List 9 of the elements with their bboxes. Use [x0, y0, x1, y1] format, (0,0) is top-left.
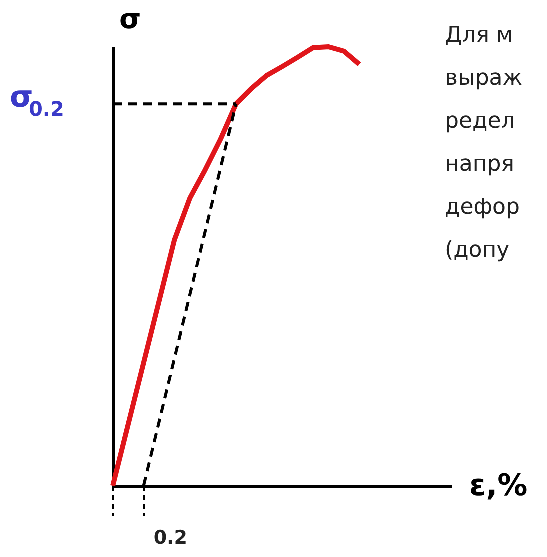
x-axis-title: ε,%	[470, 468, 528, 504]
annotation: редел	[445, 108, 516, 136]
annotation: дефор	[445, 194, 521, 222]
y-axis-title: σ	[120, 2, 142, 36]
annotation: Для м	[445, 22, 514, 50]
annotation: напря	[445, 151, 516, 179]
annotation: выраж	[445, 65, 523, 93]
text: 0.2	[154, 527, 188, 549]
annotation: (допу	[445, 237, 511, 265]
